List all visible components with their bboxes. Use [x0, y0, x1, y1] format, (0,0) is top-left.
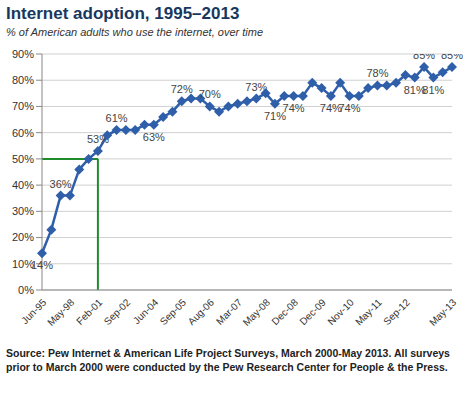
- svg-text:Dec-09: Dec-09: [297, 296, 328, 327]
- svg-text:61%: 61%: [106, 112, 128, 124]
- svg-text:36%: 36%: [50, 178, 72, 190]
- svg-text:Dec-08: Dec-08: [269, 296, 300, 327]
- svg-text:70%: 70%: [12, 100, 34, 112]
- svg-text:Jun-95: Jun-95: [19, 296, 49, 326]
- svg-text:53%: 53%: [86, 133, 109, 145]
- svg-text:90%: 90%: [12, 48, 34, 60]
- svg-text:74%: 74%: [338, 102, 360, 114]
- svg-text:60%: 60%: [12, 127, 34, 139]
- svg-text:81%: 81%: [403, 83, 426, 96]
- svg-text:Nov-10: Nov-10: [325, 296, 356, 327]
- svg-text:Sep-05: Sep-05: [158, 296, 189, 327]
- svg-text:73%: 73%: [245, 80, 268, 93]
- svg-text:50%: 50%: [12, 153, 34, 165]
- svg-text:May-08: May-08: [241, 296, 273, 328]
- svg-text:Aug-06: Aug-06: [186, 296, 217, 327]
- svg-text:74%: 74%: [319, 102, 342, 114]
- svg-text:40%: 40%: [12, 179, 34, 191]
- svg-text:74%: 74%: [283, 102, 305, 114]
- svg-text:Sep-02: Sep-02: [102, 296, 133, 327]
- svg-text:70%: 70%: [199, 88, 221, 100]
- svg-text:85%: 85%: [413, 54, 435, 61]
- html-text:Source: Pew Internet & America: Source: Pew Internet & American Life Pro…: [6, 347, 450, 373]
- svg-text:72%: 72%: [171, 83, 193, 95]
- svg-text:Jun-04: Jun-04: [131, 296, 161, 326]
- svg-text:78%: 78%: [366, 67, 388, 79]
- svg-text:0%: 0%: [18, 284, 34, 296]
- svg-text:Feb-01: Feb-01: [74, 296, 104, 326]
- svg-text:81%: 81%: [422, 84, 444, 96]
- svg-text:20%: 20%: [12, 231, 34, 243]
- svg-text:May-13: May-13: [427, 296, 458, 328]
- svg-text:Sep-12: Sep-12: [381, 296, 412, 327]
- html-text:% of American adults who use t: % of American adults who use the interne…: [6, 26, 263, 38]
- svg-text:Mar-07: Mar-07: [214, 296, 244, 326]
- svg-text:80%: 80%: [12, 74, 34, 86]
- svg-text:63%: 63%: [143, 131, 165, 143]
- svg-text:85%: 85%: [441, 54, 458, 61]
- svg-text:71%: 71%: [263, 109, 286, 122]
- svg-text:14%: 14%: [31, 259, 53, 271]
- html-text:Internet adoption, 1995–2013: Internet adoption, 1995–2013: [6, 4, 240, 23]
- svg-text:May-11: May-11: [353, 296, 384, 327]
- svg-text:10%: 10%: [12, 258, 34, 270]
- svg-text:May-98: May-98: [45, 296, 77, 328]
- svg-text:30%: 30%: [12, 205, 34, 217]
